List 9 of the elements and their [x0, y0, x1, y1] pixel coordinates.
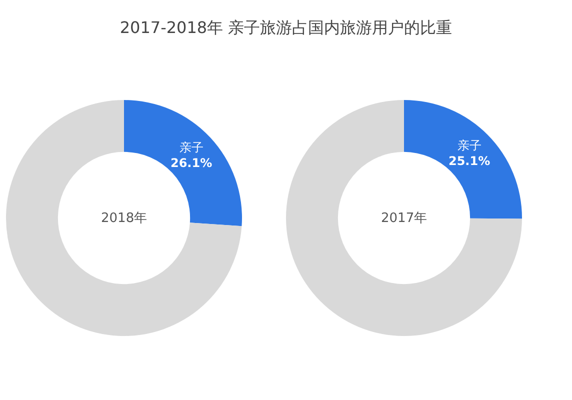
donut-slice: [6, 100, 242, 336]
data-label: 26.1%: [170, 156, 212, 170]
slice-label: 亲子: [179, 140, 204, 154]
text: 2017-2018年 亲子旅游占国内旅游用户的比重: [118, 18, 454, 39]
text: 2018年: [101, 211, 148, 226]
slice-label: 亲子: [457, 138, 482, 152]
donut-slice: [286, 100, 522, 336]
text: 2017年: [381, 211, 428, 226]
data-label: 25.1%: [448, 154, 490, 168]
